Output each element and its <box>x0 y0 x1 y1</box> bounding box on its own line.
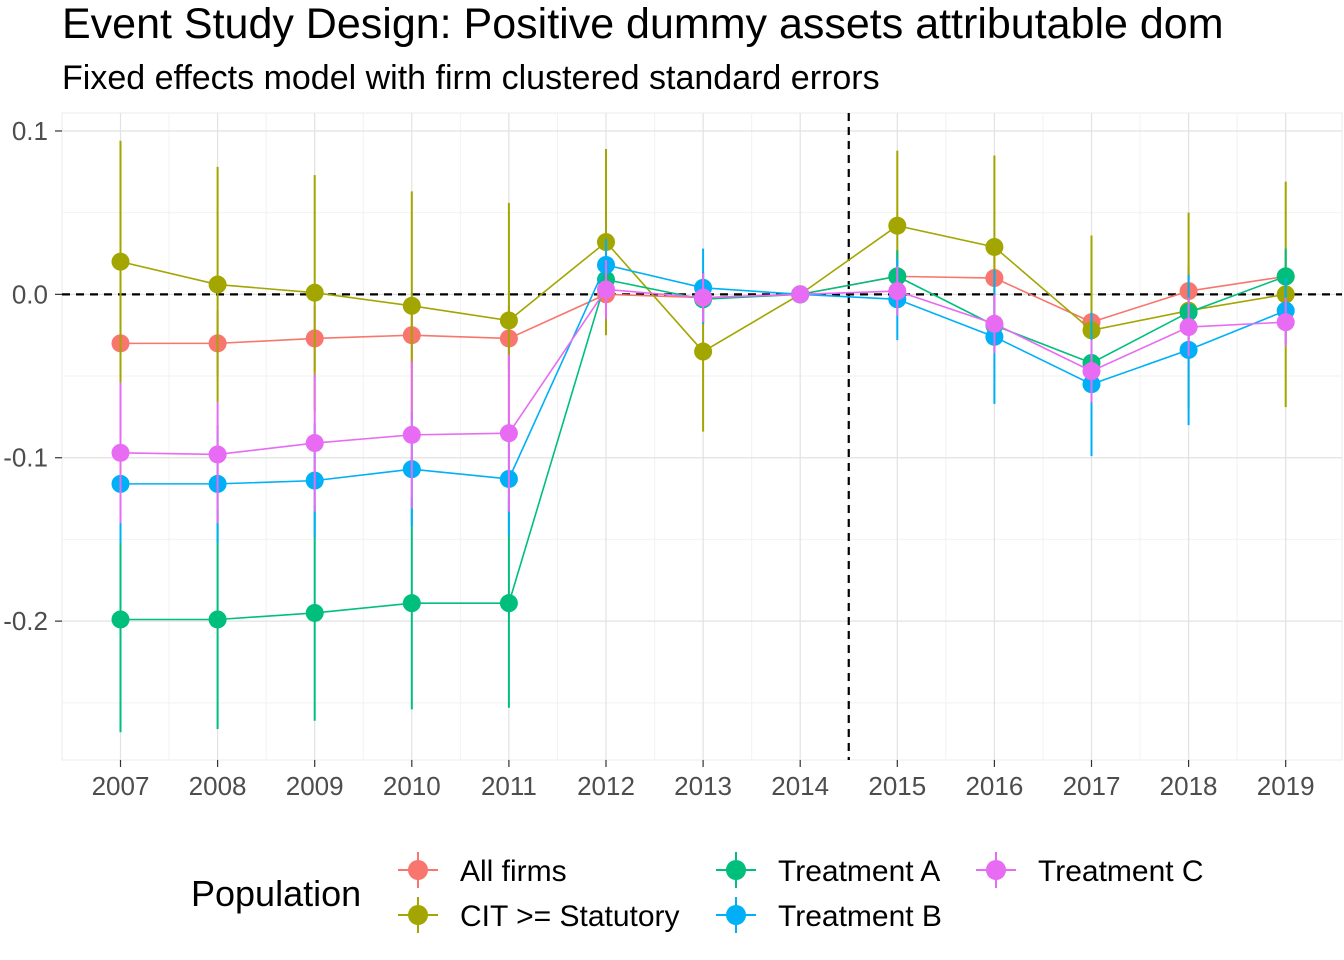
point-treatment-a <box>305 603 324 622</box>
x-tick-label: 2012 <box>577 771 635 801</box>
legend-item-treatment-b: Treatment B <box>716 897 942 933</box>
point-treatment-c <box>985 314 1004 333</box>
point-treatment-a <box>499 594 518 613</box>
point-cit-statutory <box>208 275 227 294</box>
point-treatment-c <box>597 280 615 299</box>
x-tick-label: 2013 <box>674 771 732 801</box>
chart-subtitle: Fixed effects model with firm clustered … <box>62 59 880 97</box>
legend-item-all-firms: All firms <box>398 852 567 888</box>
point-cit-statutory <box>694 342 713 361</box>
point-treatment-c <box>694 288 713 307</box>
point-treatment-c <box>111 443 130 462</box>
point-treatment-a <box>402 594 421 613</box>
legend-key-point <box>726 905 746 925</box>
point-treatment-c <box>888 282 907 301</box>
point-treatment-c <box>1276 313 1295 332</box>
y-tick-label: 0.1 <box>12 116 48 146</box>
x-axis: 2007 2008 2009 2010 2011 2012 2013 2014 2015 2016… <box>92 760 1315 801</box>
x-tick-label: 2017 <box>1063 771 1121 801</box>
point-treatment-a <box>208 610 227 629</box>
x-tick-label: 2014 <box>771 771 829 801</box>
point-treatment-c <box>208 445 227 464</box>
point-cit-statutory <box>985 237 1004 256</box>
point-treatment-c <box>305 434 324 453</box>
series-treatment-c <box>111 260 1295 524</box>
x-tick-label: 2018 <box>1160 771 1218 801</box>
legend-key-point <box>726 860 746 880</box>
legend-label-treatment-b: Treatment B <box>778 900 942 933</box>
x-tick-label: 2015 <box>868 771 926 801</box>
legend-label-all-firms: All firms <box>460 855 567 888</box>
point-treatment-c <box>499 424 518 443</box>
y-tick-label: -0.2 <box>3 606 48 636</box>
legend-label-treatment-c: Treatment C <box>1038 855 1204 888</box>
x-tick-label: 2019 <box>1257 771 1315 801</box>
point-treatment-c <box>791 285 810 304</box>
reference-lines <box>62 113 1342 760</box>
legend-key-point <box>986 860 1006 880</box>
point-treatment-c <box>402 425 421 444</box>
point-cit-statutory <box>111 252 130 271</box>
major-gridlines <box>62 113 1342 760</box>
chart-title: Event Study Design: Positive dummy asset… <box>62 0 1224 48</box>
x-tick-label: 2010 <box>383 771 441 801</box>
point-cit-statutory <box>305 283 324 302</box>
legend-item-cit-statutory: CIT >= Statutory <box>398 897 680 933</box>
legend-title: Population <box>191 873 361 914</box>
legend-item-treatment-a: Treatment A <box>716 852 940 888</box>
minor-gridlines <box>62 113 1342 760</box>
legend: Population All firms CIT >= Statutory Trea… <box>191 852 1204 933</box>
y-axis: 0.1 0.0 -0.1 -0.2 <box>3 116 62 636</box>
y-tick-label: 0.0 <box>12 279 48 309</box>
point-cit-statutory <box>888 216 907 235</box>
x-tick-label: 2007 <box>92 771 150 801</box>
point-treatment-c <box>1179 318 1198 337</box>
x-tick-label: 2011 <box>481 771 537 801</box>
x-tick-label: 2016 <box>965 771 1023 801</box>
plot-panel-border <box>61 112 1343 761</box>
x-tick-label: 2009 <box>286 771 344 801</box>
y-tick-label: -0.1 <box>3 443 48 473</box>
legend-label-cit-statutory: CIT >= Statutory <box>460 900 680 933</box>
series-layer <box>111 140 1295 733</box>
x-tick-label: 2008 <box>189 771 247 801</box>
point-treatment-a <box>1276 267 1295 286</box>
point-treatment-c <box>1082 362 1101 381</box>
legend-key-point <box>408 860 428 880</box>
legend-item-treatment-c: Treatment C <box>976 852 1204 888</box>
legend-key-point <box>408 905 428 925</box>
point-cit-statutory <box>499 311 518 330</box>
point-cit-statutory <box>402 296 421 315</box>
point-treatment-a <box>111 610 130 629</box>
legend-label-treatment-a: Treatment A <box>778 855 940 888</box>
